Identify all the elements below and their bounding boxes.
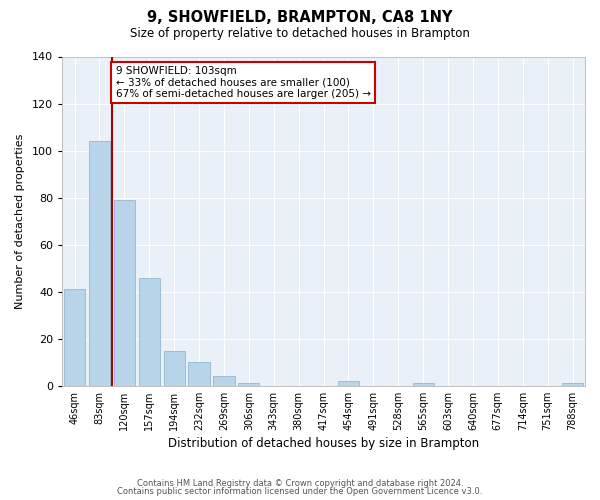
Bar: [164, 350, 185, 386]
Bar: [562, 384, 583, 386]
Y-axis label: Number of detached properties: Number of detached properties: [15, 134, 25, 309]
Bar: [114, 200, 135, 386]
Bar: [188, 362, 209, 386]
Bar: [139, 278, 160, 386]
Bar: [64, 290, 85, 386]
Bar: [214, 376, 235, 386]
X-axis label: Distribution of detached houses by size in Brampton: Distribution of detached houses by size …: [168, 437, 479, 450]
Text: 9, SHOWFIELD, BRAMPTON, CA8 1NY: 9, SHOWFIELD, BRAMPTON, CA8 1NY: [147, 10, 453, 25]
Text: Contains public sector information licensed under the Open Government Licence v3: Contains public sector information licen…: [118, 487, 482, 496]
Text: 9 SHOWFIELD: 103sqm
← 33% of detached houses are smaller (100)
67% of semi-detac: 9 SHOWFIELD: 103sqm ← 33% of detached ho…: [116, 66, 371, 99]
Text: Contains HM Land Registry data © Crown copyright and database right 2024.: Contains HM Land Registry data © Crown c…: [137, 478, 463, 488]
Bar: [89, 141, 110, 386]
Text: Size of property relative to detached houses in Brampton: Size of property relative to detached ho…: [130, 28, 470, 40]
Bar: [413, 384, 434, 386]
Bar: [338, 381, 359, 386]
Bar: [238, 384, 259, 386]
